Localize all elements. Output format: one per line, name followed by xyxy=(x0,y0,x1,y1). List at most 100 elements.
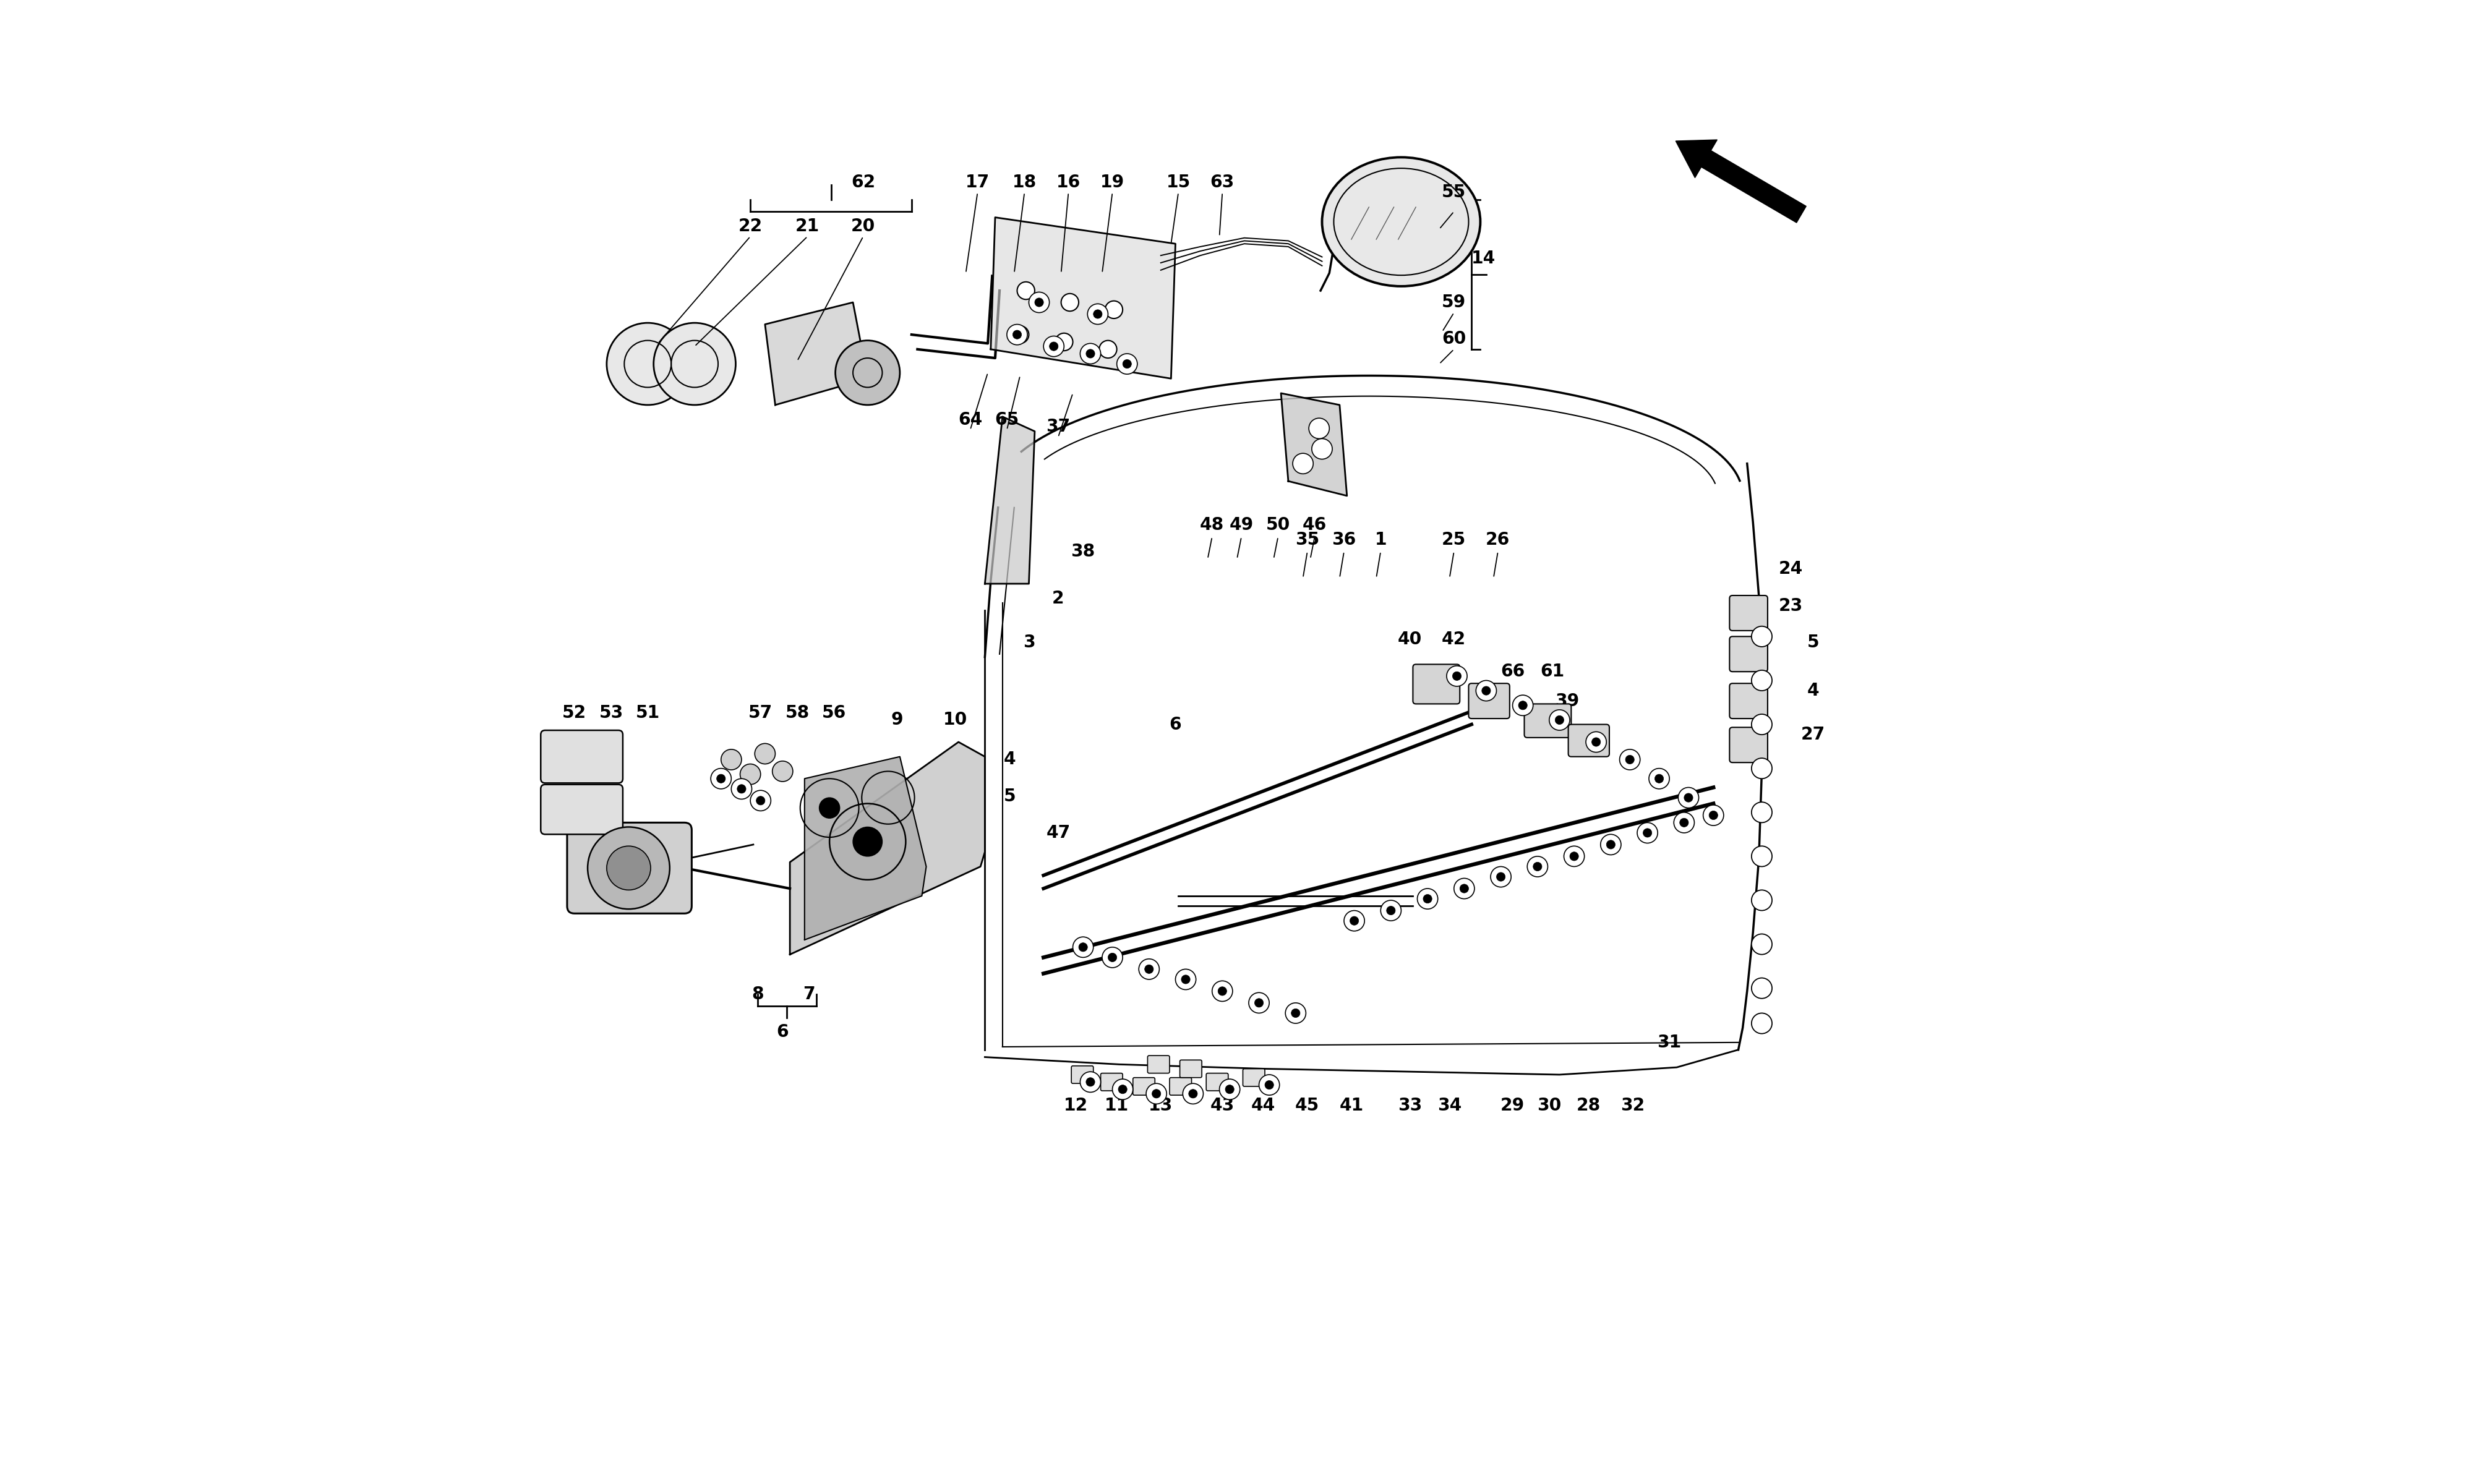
Circle shape xyxy=(1564,846,1583,867)
Text: 2: 2 xyxy=(1051,589,1064,607)
Circle shape xyxy=(1418,889,1437,910)
Circle shape xyxy=(1680,818,1687,827)
Circle shape xyxy=(1601,834,1620,855)
Circle shape xyxy=(1534,862,1541,871)
Polygon shape xyxy=(985,417,1034,583)
Text: 31: 31 xyxy=(1658,1034,1682,1051)
Circle shape xyxy=(1625,755,1635,764)
Circle shape xyxy=(1752,714,1771,735)
Text: 13: 13 xyxy=(1148,1097,1173,1114)
Circle shape xyxy=(1752,890,1771,911)
FancyBboxPatch shape xyxy=(1101,1073,1123,1091)
Circle shape xyxy=(772,761,792,782)
Circle shape xyxy=(720,749,742,770)
Circle shape xyxy=(1101,947,1123,968)
Text: 61: 61 xyxy=(1539,663,1564,680)
FancyBboxPatch shape xyxy=(1524,703,1571,738)
Circle shape xyxy=(1455,879,1475,899)
Circle shape xyxy=(1477,681,1497,700)
Circle shape xyxy=(1081,343,1101,364)
Circle shape xyxy=(1079,942,1089,951)
Circle shape xyxy=(1752,846,1771,867)
Circle shape xyxy=(710,769,732,789)
Circle shape xyxy=(740,764,760,785)
FancyBboxPatch shape xyxy=(542,785,623,834)
Circle shape xyxy=(1380,901,1400,920)
FancyBboxPatch shape xyxy=(1470,683,1509,718)
Circle shape xyxy=(589,827,670,910)
Text: 18: 18 xyxy=(1012,174,1037,191)
Circle shape xyxy=(1343,911,1366,930)
Text: 38: 38 xyxy=(1071,543,1096,559)
FancyBboxPatch shape xyxy=(1170,1077,1192,1095)
Circle shape xyxy=(1212,981,1232,1002)
Circle shape xyxy=(1556,715,1564,724)
Circle shape xyxy=(1188,1089,1197,1098)
Circle shape xyxy=(1643,828,1653,837)
Circle shape xyxy=(1569,852,1578,861)
Circle shape xyxy=(1098,340,1116,358)
Circle shape xyxy=(653,324,735,405)
Circle shape xyxy=(1309,418,1329,439)
Circle shape xyxy=(1106,301,1123,319)
Circle shape xyxy=(1086,1077,1096,1086)
Text: 15: 15 xyxy=(1165,174,1190,191)
Circle shape xyxy=(1752,671,1771,690)
FancyBboxPatch shape xyxy=(1180,1060,1202,1077)
Circle shape xyxy=(1752,626,1771,647)
Text: 25: 25 xyxy=(1442,531,1467,549)
FancyBboxPatch shape xyxy=(1242,1068,1264,1086)
Text: 37: 37 xyxy=(1047,418,1071,436)
Text: 7: 7 xyxy=(804,985,814,1003)
FancyArrow shape xyxy=(1675,139,1806,223)
Text: 43: 43 xyxy=(1210,1097,1235,1114)
Text: 55: 55 xyxy=(1442,184,1467,202)
FancyBboxPatch shape xyxy=(1071,1066,1094,1083)
Circle shape xyxy=(1175,969,1195,990)
Circle shape xyxy=(1677,788,1700,807)
Text: 5: 5 xyxy=(1004,788,1017,804)
Text: 28: 28 xyxy=(1576,1097,1601,1114)
Circle shape xyxy=(1086,349,1096,358)
Text: 59: 59 xyxy=(1442,294,1467,312)
Circle shape xyxy=(1702,804,1724,825)
Text: 24: 24 xyxy=(1779,561,1804,577)
Circle shape xyxy=(1675,812,1695,833)
Text: 3: 3 xyxy=(1022,634,1034,651)
Text: 14: 14 xyxy=(1472,249,1494,267)
Text: 45: 45 xyxy=(1296,1097,1319,1114)
Circle shape xyxy=(1752,978,1771,999)
Circle shape xyxy=(1094,310,1101,319)
Circle shape xyxy=(1138,959,1160,979)
Text: 20: 20 xyxy=(851,218,876,234)
Circle shape xyxy=(1061,294,1079,312)
Circle shape xyxy=(1180,975,1190,984)
Circle shape xyxy=(1519,700,1526,709)
Text: 35: 35 xyxy=(1296,531,1319,549)
Text: 65: 65 xyxy=(995,411,1019,429)
Circle shape xyxy=(1606,840,1616,849)
Text: 22: 22 xyxy=(737,218,762,234)
FancyBboxPatch shape xyxy=(542,730,623,784)
Circle shape xyxy=(1460,884,1470,893)
Circle shape xyxy=(1217,987,1227,996)
Text: 1: 1 xyxy=(1376,531,1388,549)
Circle shape xyxy=(1012,326,1029,343)
Circle shape xyxy=(1586,732,1606,752)
Circle shape xyxy=(1648,769,1670,789)
Text: 56: 56 xyxy=(821,703,846,721)
Circle shape xyxy=(854,827,883,856)
FancyBboxPatch shape xyxy=(1729,637,1766,672)
Circle shape xyxy=(1116,353,1138,374)
Text: 26: 26 xyxy=(1487,531,1509,549)
Circle shape xyxy=(1017,282,1034,300)
FancyBboxPatch shape xyxy=(567,822,693,914)
Circle shape xyxy=(1620,749,1640,770)
Circle shape xyxy=(1447,666,1467,686)
Text: 52: 52 xyxy=(562,703,586,721)
Text: 40: 40 xyxy=(1398,631,1423,649)
Circle shape xyxy=(1351,917,1358,925)
Text: 17: 17 xyxy=(965,174,990,191)
Text: 27: 27 xyxy=(1801,726,1826,743)
Text: 8: 8 xyxy=(752,985,764,1003)
